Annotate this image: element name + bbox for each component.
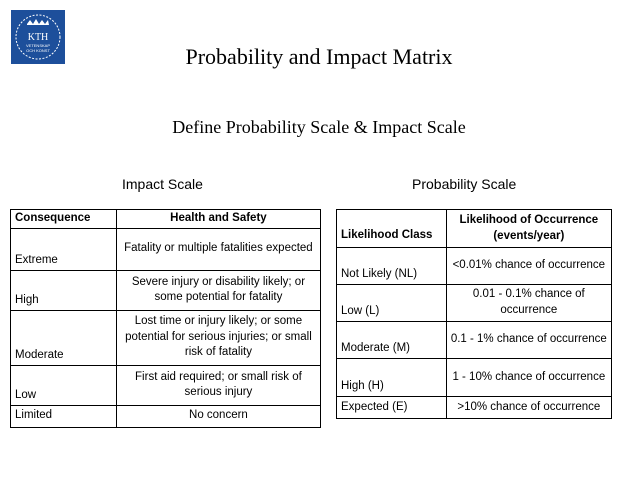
table-row: High Severe injury or disability likely;… — [10, 269, 322, 311]
likelihood-class-cell: Not Likely (NL) — [336, 247, 447, 285]
likelihood-class-cell: Low (L) — [336, 284, 447, 322]
probability-scale-table: Likelihood Class Likelihood of Occurrenc… — [336, 209, 613, 419]
table-row: High (H) 1 - 10% chance of occurrence — [336, 358, 613, 397]
consequence-cell: High — [10, 269, 117, 311]
table-row: Low (L) 0.01 - 0.1% chance of occurrence — [336, 284, 613, 322]
likelihood-class-cell: Expected (E) — [336, 396, 447, 419]
occurrence-cell: <0.01% chance of occurrence — [445, 247, 613, 285]
table-row: Moderate Lost time or injury likely; or … — [10, 309, 322, 366]
likelihood-class-cell: High (H) — [336, 358, 447, 397]
description-cell: Severe injury or disability likely; or s… — [115, 269, 322, 311]
page-subtitle: Define Probability Scale & Impact Scale — [172, 117, 466, 137]
probability-scale-caption: Probability Scale — [412, 176, 517, 192]
occurrence-cell: >10% chance of occurrence — [445, 396, 613, 419]
impact-scale-caption: Impact Scale — [122, 176, 203, 192]
svg-text:VETENSKAP: VETENSKAP — [26, 43, 50, 48]
consequence-cell: Low — [10, 364, 117, 406]
table-row: Not Likely (NL) <0.01% chance of occurre… — [336, 247, 613, 285]
page-title: Probability and Impact Matrix — [185, 44, 453, 69]
table-row: Extreme Fatality or multiple fatalities … — [10, 227, 322, 271]
description-cell: First aid required; or small risk of ser… — [115, 364, 322, 406]
svg-text:OCH KONST: OCH KONST — [26, 48, 50, 53]
table-row: Expected (E) >10% chance of occurrence — [336, 396, 613, 419]
column-header: Health and Safety — [115, 209, 322, 229]
likelihood-class-cell: Moderate (M) — [336, 321, 447, 359]
description-cell: No concern — [115, 404, 322, 428]
occurrence-cell: 1 - 10% chance of occurrence — [445, 358, 613, 397]
kth-crest-icon: KTH VETENSKAP OCH KONST — [11, 10, 65, 64]
svg-text:KTH: KTH — [28, 32, 49, 43]
occurrence-cell: 0.01 - 0.1% chance of occurrence — [445, 284, 613, 322]
consequence-cell: Limited — [10, 404, 117, 428]
kth-logo: KTH VETENSKAP OCH KONST — [11, 10, 65, 64]
impact-scale-table: Consequence Health and Safety Extreme Fa… — [10, 209, 322, 428]
table-row: Moderate (M) 0.1 - 1% chance of occurren… — [336, 321, 613, 359]
column-header: Likelihood of Occurrence (events/year) — [445, 209, 613, 248]
column-header: Consequence — [10, 209, 117, 229]
consequence-cell: Moderate — [10, 309, 117, 366]
consequence-cell: Extreme — [10, 227, 117, 271]
description-cell: Fatality or multiple fatalities expected — [115, 227, 322, 271]
table-header-row: Consequence Health and Safety — [10, 209, 322, 229]
table-row: Limited No concern — [10, 404, 322, 428]
table-row: Low First aid required; or small risk of… — [10, 364, 322, 406]
description-cell: Lost time or injury likely; or some pote… — [115, 309, 322, 366]
column-header: Likelihood Class — [336, 209, 447, 248]
occurrence-cell: 0.1 - 1% chance of occurrence — [445, 321, 613, 359]
table-header-row: Likelihood Class Likelihood of Occurrenc… — [336, 209, 613, 248]
